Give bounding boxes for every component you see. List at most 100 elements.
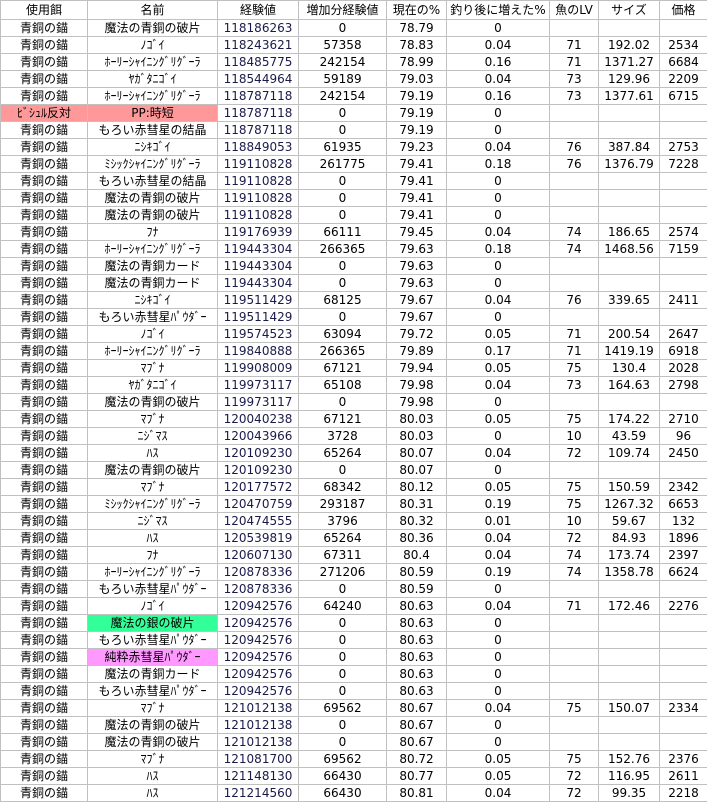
cell-exp[interactable]: 118186263: [217, 19, 299, 37]
cell-bait[interactable]: 青銅の錨: [0, 631, 88, 649]
cell-pct-gain[interactable]: 0: [446, 121, 550, 139]
cell-current-pct[interactable]: 79.19: [386, 87, 447, 105]
cell-fish-lv[interactable]: 71: [549, 597, 599, 615]
cell-current-pct[interactable]: 80.67: [386, 733, 447, 751]
cell-name[interactable]: ﾊｽ: [87, 784, 218, 802]
header-exp[interactable]: 経験値: [217, 0, 299, 20]
cell-exp[interactable]: 119511429: [217, 308, 299, 326]
cell-bait[interactable]: 青銅の錨: [0, 138, 88, 156]
cell-exp-gain[interactable]: 266365: [298, 240, 387, 258]
cell-size[interactable]: 1377.61: [598, 87, 660, 105]
cell-exp[interactable]: 118787118: [217, 104, 299, 122]
cell-current-pct[interactable]: 80.67: [386, 699, 447, 717]
cell-exp-gain[interactable]: 66430: [298, 767, 387, 785]
cell-name[interactable]: 魔法の銀の破片: [87, 614, 218, 632]
cell-pct-gain[interactable]: 0: [446, 631, 550, 649]
cell-fish-lv[interactable]: 75: [549, 478, 599, 496]
cell-fish-lv[interactable]: 75: [549, 699, 599, 717]
cell-exp[interactable]: 120942576: [217, 648, 299, 666]
cell-name[interactable]: もろい赤彗星ﾊﾟｳﾀﾞｰ: [87, 580, 218, 598]
cell-size[interactable]: [598, 189, 660, 207]
cell-exp[interactable]: 120942576: [217, 665, 299, 683]
cell-size[interactable]: 152.76: [598, 750, 660, 768]
cell-exp[interactable]: 119908009: [217, 359, 299, 377]
cell-current-pct[interactable]: 78.79: [386, 19, 447, 37]
cell-name[interactable]: 魔法の青銅の破片: [87, 733, 218, 751]
cell-pct-gain[interactable]: 0: [446, 427, 550, 445]
cell-current-pct[interactable]: 80.63: [386, 597, 447, 615]
cell-name[interactable]: ﾔｶﾞﾀﾆｺﾞｲ: [87, 70, 218, 88]
cell-name[interactable]: ﾏﾌﾞﾅ: [87, 750, 218, 768]
cell-current-pct[interactable]: 79.41: [386, 206, 447, 224]
cell-pct-gain[interactable]: 0.04: [446, 699, 550, 717]
cell-exp-gain[interactable]: 242154: [298, 87, 387, 105]
cell-current-pct[interactable]: 80.32: [386, 512, 447, 530]
cell-bait[interactable]: 青銅の錨: [0, 87, 88, 105]
cell-pct-gain[interactable]: 0: [446, 614, 550, 632]
cell-pct-gain[interactable]: 0: [446, 580, 550, 598]
header-fish-lv[interactable]: 魚のLV: [549, 0, 599, 20]
cell-pct-gain[interactable]: 0: [446, 733, 550, 751]
cell-fish-lv[interactable]: [549, 648, 599, 666]
cell-name[interactable]: ﾎｰﾘｰｼｬｲﾆﾝｸﾞﾘｸﾞｰﾗ: [87, 240, 218, 258]
cell-price[interactable]: 1896: [659, 529, 707, 547]
cell-bait[interactable]: 青銅の錨: [0, 495, 88, 513]
cell-fish-lv[interactable]: 72: [549, 767, 599, 785]
cell-bait[interactable]: 青銅の錨: [0, 257, 88, 275]
cell-fish-lv[interactable]: [549, 257, 599, 275]
cell-fish-lv[interactable]: 74: [549, 546, 599, 564]
cell-exp-gain[interactable]: 0: [298, 172, 387, 190]
cell-current-pct[interactable]: 79.41: [386, 172, 447, 190]
cell-pct-gain[interactable]: 0.04: [446, 223, 550, 241]
cell-exp-gain[interactable]: 0: [298, 580, 387, 598]
cell-exp-gain[interactable]: 67121: [298, 410, 387, 428]
cell-bait[interactable]: 青銅の錨: [0, 189, 88, 207]
cell-fish-lv[interactable]: 71: [549, 342, 599, 360]
cell-exp-gain[interactable]: 0: [298, 257, 387, 275]
cell-size[interactable]: [598, 716, 660, 734]
cell-price[interactable]: [659, 631, 707, 649]
cell-size[interactable]: 174.22: [598, 410, 660, 428]
cell-exp-gain[interactable]: 66430: [298, 784, 387, 802]
cell-price[interactable]: [659, 665, 707, 683]
cell-exp[interactable]: 118849053: [217, 138, 299, 156]
cell-pct-gain[interactable]: 0: [446, 716, 550, 734]
cell-exp-gain[interactable]: 0: [298, 19, 387, 37]
cell-bait[interactable]: 青銅の錨: [0, 223, 88, 241]
cell-name[interactable]: もろい赤彗星ﾊﾟｳﾀﾞｰ: [87, 631, 218, 649]
cell-pct-gain[interactable]: 0.05: [446, 478, 550, 496]
cell-bait[interactable]: 青銅の錨: [0, 784, 88, 802]
cell-fish-lv[interactable]: [549, 614, 599, 632]
cell-pct-gain[interactable]: 0.05: [446, 325, 550, 343]
cell-bait[interactable]: 青銅の錨: [0, 461, 88, 479]
cell-current-pct[interactable]: 79.63: [386, 240, 447, 258]
cell-exp-gain[interactable]: 61935: [298, 138, 387, 156]
cell-fish-lv[interactable]: 75: [549, 410, 599, 428]
cell-bait[interactable]: 青銅の錨: [0, 750, 88, 768]
cell-bait[interactable]: 青銅の錨: [0, 36, 88, 54]
cell-size[interactable]: 1371.27: [598, 53, 660, 71]
cell-size[interactable]: 59.67: [598, 512, 660, 530]
cell-name[interactable]: 魔法の青銅カード: [87, 665, 218, 683]
cell-fish-lv[interactable]: [549, 716, 599, 734]
cell-price[interactable]: 2209: [659, 70, 707, 88]
cell-current-pct[interactable]: 80.59: [386, 580, 447, 598]
cell-size[interactable]: 129.96: [598, 70, 660, 88]
cell-exp[interactable]: 119443304: [217, 240, 299, 258]
cell-name[interactable]: 魔法の青銅の破片: [87, 206, 218, 224]
cell-fish-lv[interactable]: [549, 631, 599, 649]
cell-name[interactable]: ﾆｼﾞﾏｽ: [87, 427, 218, 445]
cell-price[interactable]: 7228: [659, 155, 707, 173]
cell-price[interactable]: 2534: [659, 36, 707, 54]
cell-size[interactable]: 1468.56: [598, 240, 660, 258]
cell-pct-gain[interactable]: 0.04: [446, 784, 550, 802]
cell-fish-lv[interactable]: 72: [549, 784, 599, 802]
cell-name[interactable]: ﾎｰﾘｰｼｬｲﾆﾝｸﾞﾘｸﾞｰﾗ: [87, 563, 218, 581]
cell-price[interactable]: [659, 189, 707, 207]
cell-bait[interactable]: 青銅の錨: [0, 682, 88, 700]
cell-pct-gain[interactable]: 0.04: [446, 529, 550, 547]
cell-current-pct[interactable]: 80.03: [386, 410, 447, 428]
cell-pct-gain[interactable]: 0: [446, 172, 550, 190]
cell-current-pct[interactable]: 79.41: [386, 189, 447, 207]
cell-price[interactable]: [659, 682, 707, 700]
